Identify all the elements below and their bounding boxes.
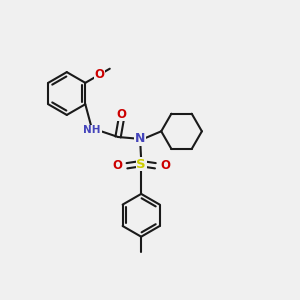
Text: S: S bbox=[136, 158, 146, 171]
Text: O: O bbox=[94, 68, 104, 81]
Text: NH: NH bbox=[83, 125, 101, 135]
Text: N: N bbox=[135, 132, 146, 146]
Text: O: O bbox=[112, 159, 122, 172]
Text: O: O bbox=[116, 108, 126, 121]
Text: O: O bbox=[160, 159, 170, 172]
